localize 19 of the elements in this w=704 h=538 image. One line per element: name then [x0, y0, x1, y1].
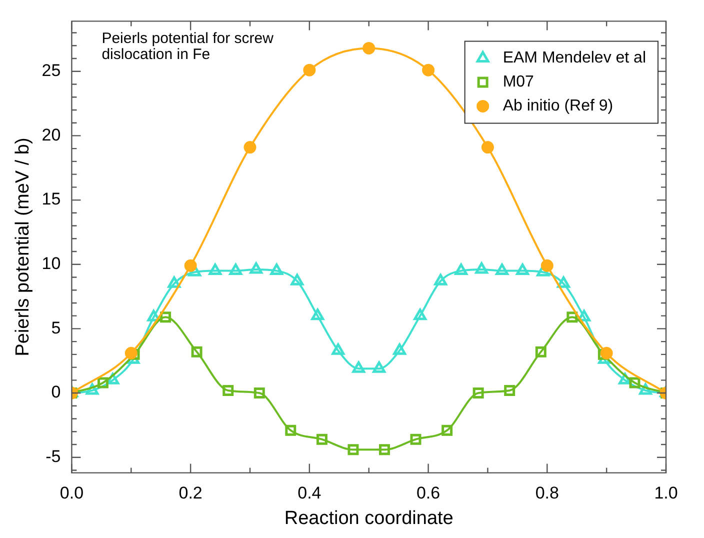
y-axis-title: Peierls potential (meV / b) [12, 138, 34, 356]
legend-label: EAM Mendelev et al [502, 50, 646, 67]
x-tick-label: 1.0 [654, 484, 678, 503]
x-tick-label: 0.4 [298, 484, 322, 503]
x-tick-label: 0.8 [535, 484, 559, 503]
x-tick-label: 0.0 [60, 484, 84, 503]
legend-label: Ab initio (Ref 9) [502, 98, 614, 115]
legend-label: M07 [502, 74, 534, 91]
y-tick-label: 10 [42, 254, 61, 274]
y-tick-label: 20 [42, 125, 61, 144]
text: Peierls potential for screw dislocation in Fe [102, 30, 274, 63]
y-tick-label: 25 [42, 61, 61, 80]
x-tick-label: 0.6 [416, 484, 440, 503]
y-tick-label: 15 [42, 190, 61, 209]
x-axis-title: Reaction coordinate [284, 508, 454, 529]
x-tick-label: 0.2 [178, 484, 202, 503]
y-tick-label: -5 [46, 447, 61, 466]
y-tick-label: 0 [51, 382, 61, 402]
y-tick-label: 5 [51, 318, 61, 338]
